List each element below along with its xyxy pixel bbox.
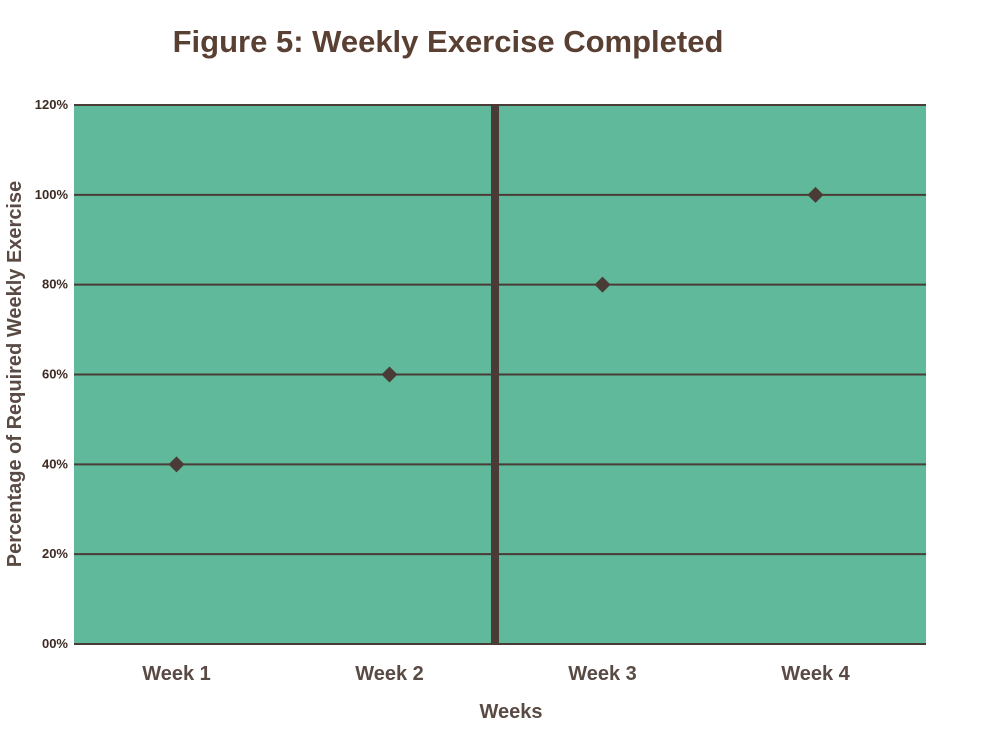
x-tick-label: Week 3	[568, 663, 637, 685]
data-point	[168, 456, 185, 473]
y-tick-label: 00%	[42, 636, 68, 651]
x-axis-title: Weeks	[479, 701, 542, 723]
y-tick-label: 60%	[42, 367, 68, 382]
chart-title: Figure 5: Weekly Exercise Completed	[173, 24, 724, 59]
y-tick-label: 20%	[42, 546, 68, 561]
data-point	[381, 366, 398, 383]
y-tick-label: 120%	[35, 97, 69, 112]
data-point	[594, 276, 611, 293]
x-tick-label: Week 2	[355, 663, 424, 685]
x-tick-label: Week 1	[142, 663, 211, 685]
y-tick-label: 80%	[42, 277, 68, 292]
data-point	[807, 186, 824, 203]
data-points	[168, 186, 824, 473]
y-axis-title: Percentage of Required Weekly Exercise	[4, 181, 26, 567]
gridlines	[74, 104, 926, 645]
x-tick-label: Week 4	[781, 663, 850, 685]
y-tick-labels: 00% 20% 40% 60% 80% 100% 120%	[35, 97, 69, 651]
y-tick-label: 40%	[42, 456, 68, 471]
y-tick-label: 100%	[35, 187, 69, 202]
x-tick-labels: Week 1 Week 2 Week 3 Week 4	[142, 663, 850, 685]
